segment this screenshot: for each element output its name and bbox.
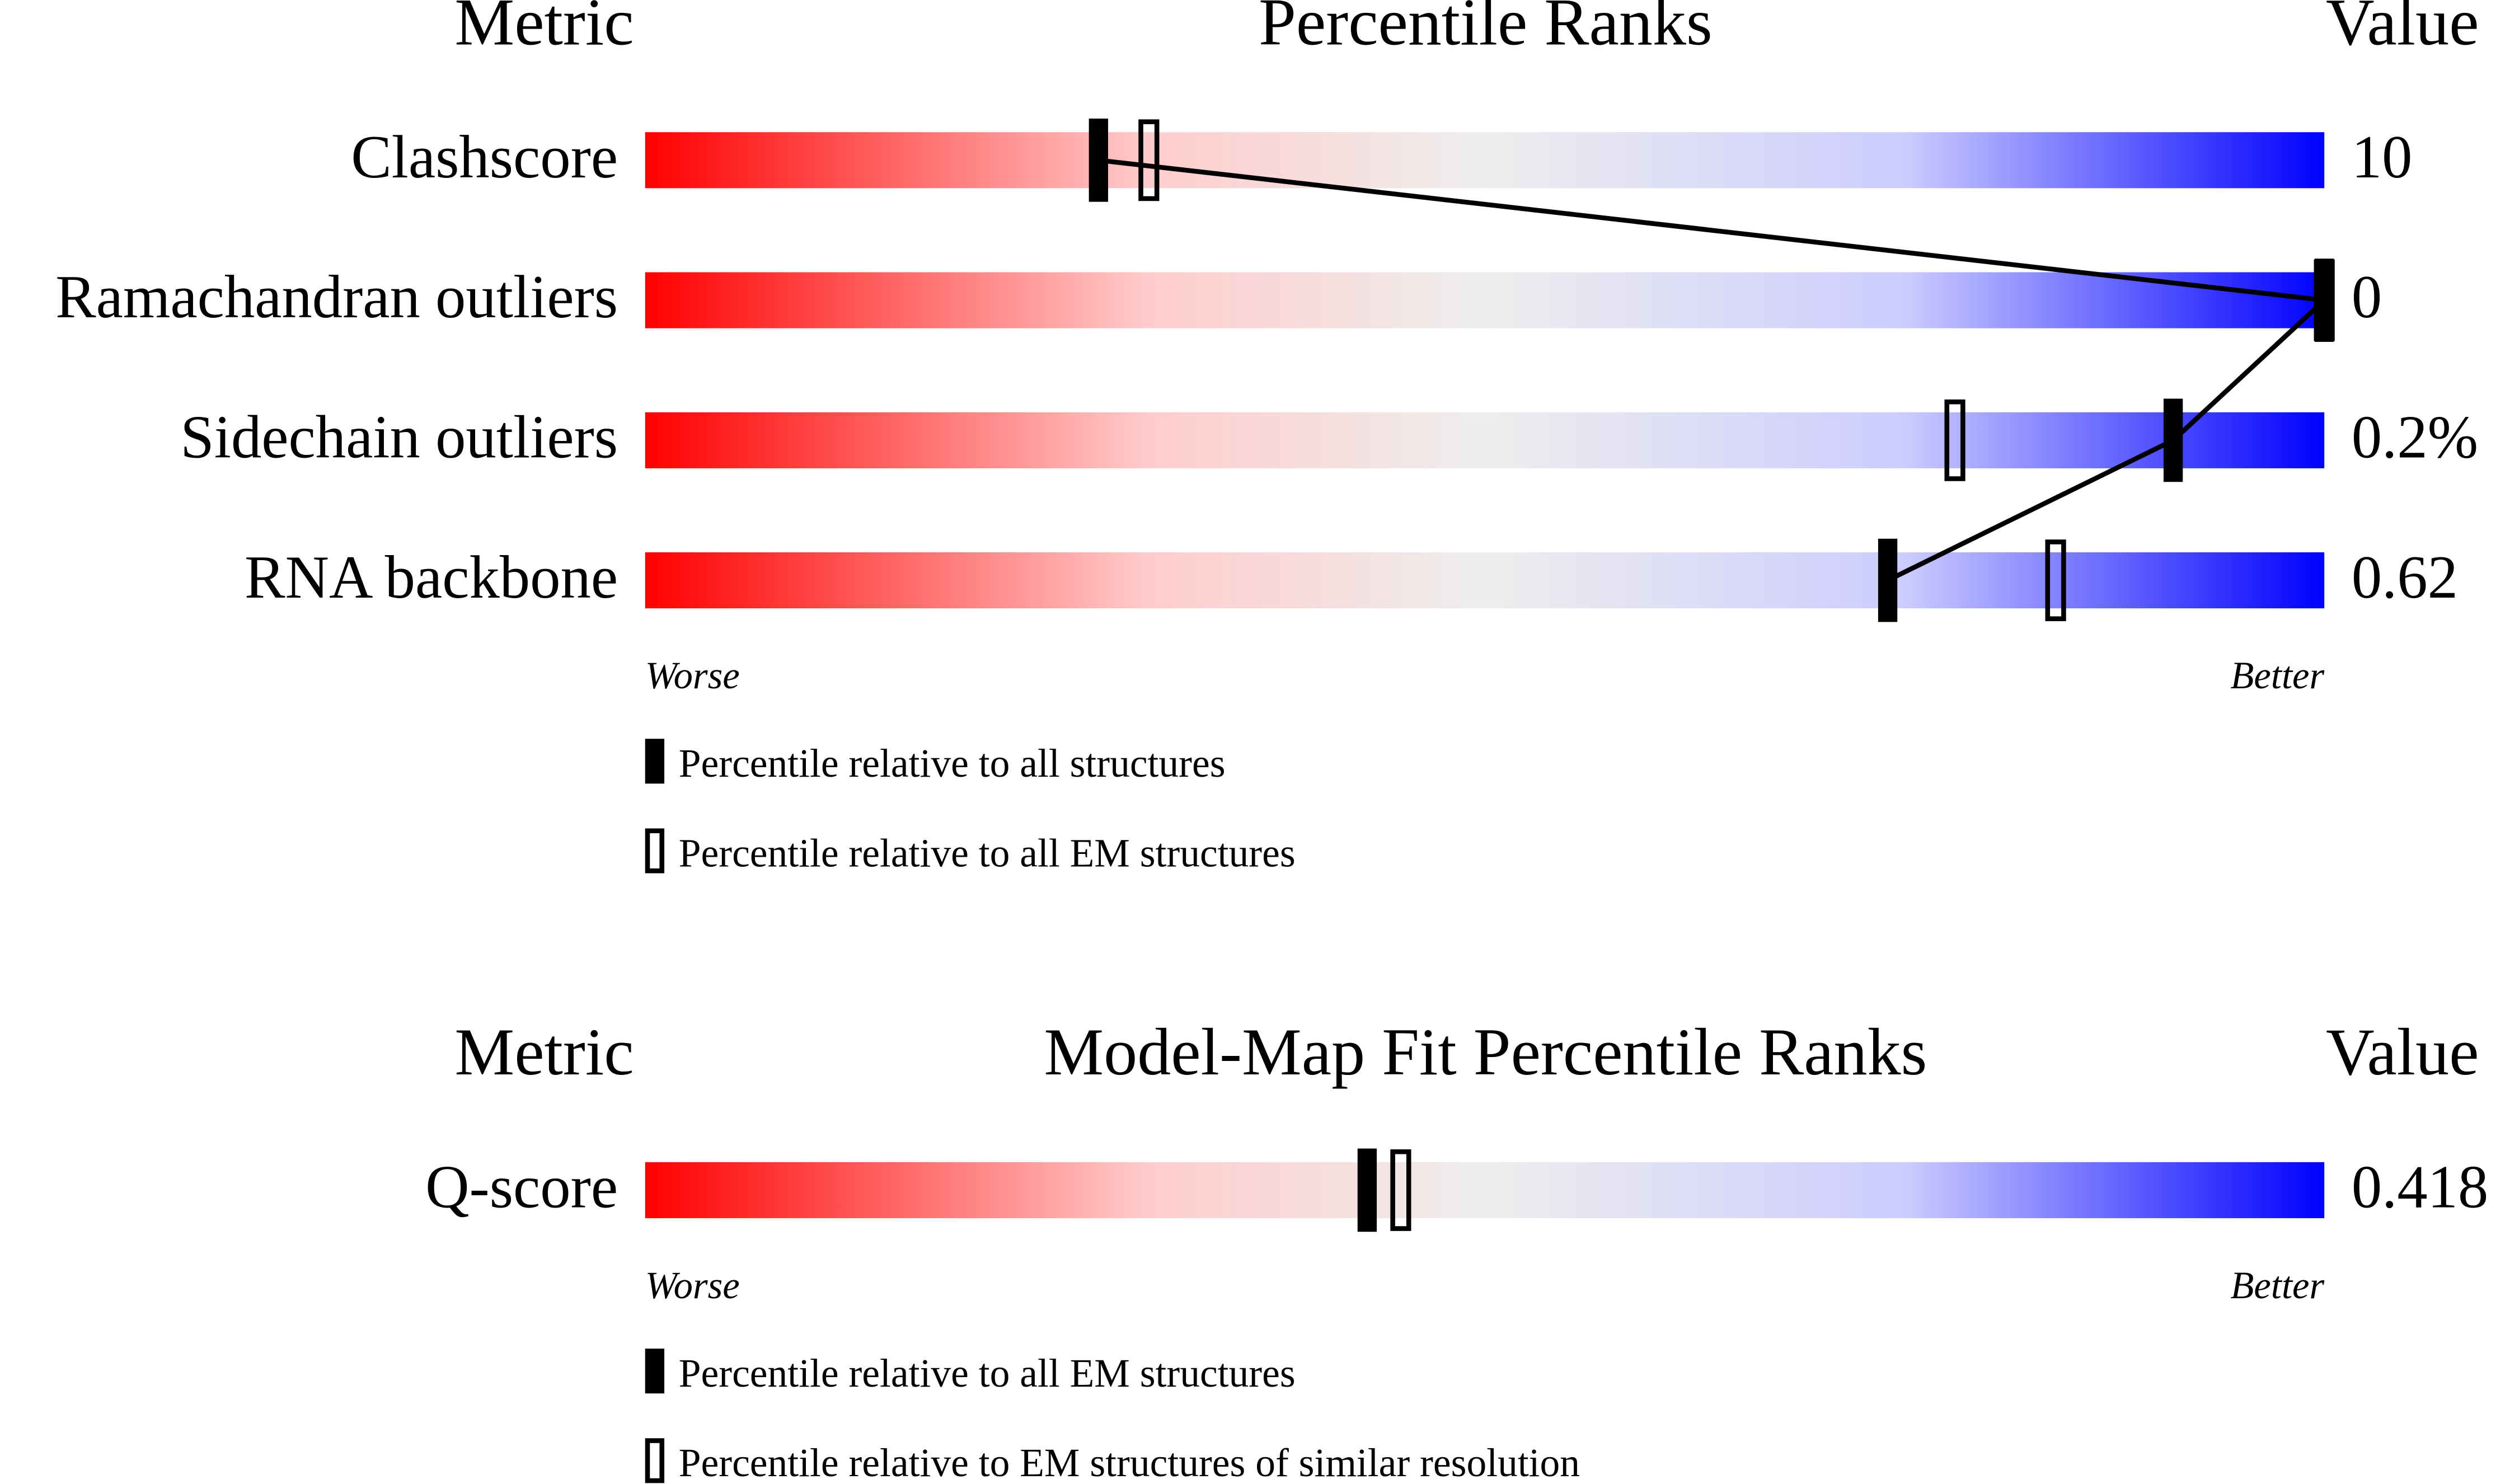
- metric-value: 10: [2352, 123, 2413, 191]
- metric-value: 0.62: [2352, 543, 2458, 611]
- legend-label: Percentile relative to EM structures of …: [679, 1441, 1580, 1484]
- legend-marker-open: [645, 1438, 665, 1483]
- metric-label: Q-score: [425, 1153, 618, 1221]
- worse-label: Worse: [645, 654, 740, 697]
- value-header: Value: [2326, 1015, 2479, 1089]
- legend-label: Percentile relative to all structures: [679, 741, 1226, 786]
- connector-line: [1098, 158, 2330, 583]
- chart-title: Percentile Ranks: [1259, 0, 1713, 59]
- metric-label: Sidechain outliers: [180, 403, 618, 471]
- percentile-bar: [645, 272, 2325, 328]
- metric-value: 0.418: [2352, 1153, 2489, 1221]
- metric-value: 0: [2352, 263, 2382, 331]
- percentile-marker-open: [1138, 119, 1160, 201]
- metric-header: Metric: [454, 0, 634, 59]
- percentile-marker-open: [1944, 399, 1965, 481]
- metric-value: 0.2%: [2352, 403, 2478, 471]
- legend-label: Percentile relative to all EM structures: [679, 1351, 1296, 1396]
- chart-title: Model-Map Fit Percentile Ranks: [1044, 1015, 1927, 1089]
- legend-marker: [645, 1349, 665, 1394]
- legend-marker-open: [645, 828, 665, 874]
- percentile-marker: [1089, 118, 1109, 202]
- metric-label: RNA backbone: [245, 543, 618, 611]
- percentile-marker-open: [2045, 539, 2066, 622]
- metric-label: Clashscore: [351, 123, 618, 191]
- percentile-bar: [645, 1162, 2325, 1218]
- percentile-bar: [645, 132, 2325, 189]
- worse-label: Worse: [645, 1264, 740, 1307]
- percentile-bar: [645, 552, 2325, 609]
- better-label: Better: [2231, 1264, 2325, 1307]
- percentile-marker: [1357, 1148, 1377, 1232]
- percentile-marker-open: [1390, 1149, 1411, 1231]
- metric-header: Metric: [454, 1015, 634, 1089]
- metric-label: Ramachandran outliers: [55, 263, 618, 331]
- percentile-marker: [1878, 538, 1898, 622]
- legend-marker: [645, 739, 665, 784]
- better-label: Better: [2231, 654, 2325, 697]
- legend-label: Percentile relative to all EM structures: [679, 831, 1296, 875]
- percentile-marker: [2163, 398, 2183, 482]
- percentile-bar: [645, 412, 2325, 468]
- percentile-marker: [2315, 259, 2334, 342]
- value-header: Value: [2326, 0, 2479, 59]
